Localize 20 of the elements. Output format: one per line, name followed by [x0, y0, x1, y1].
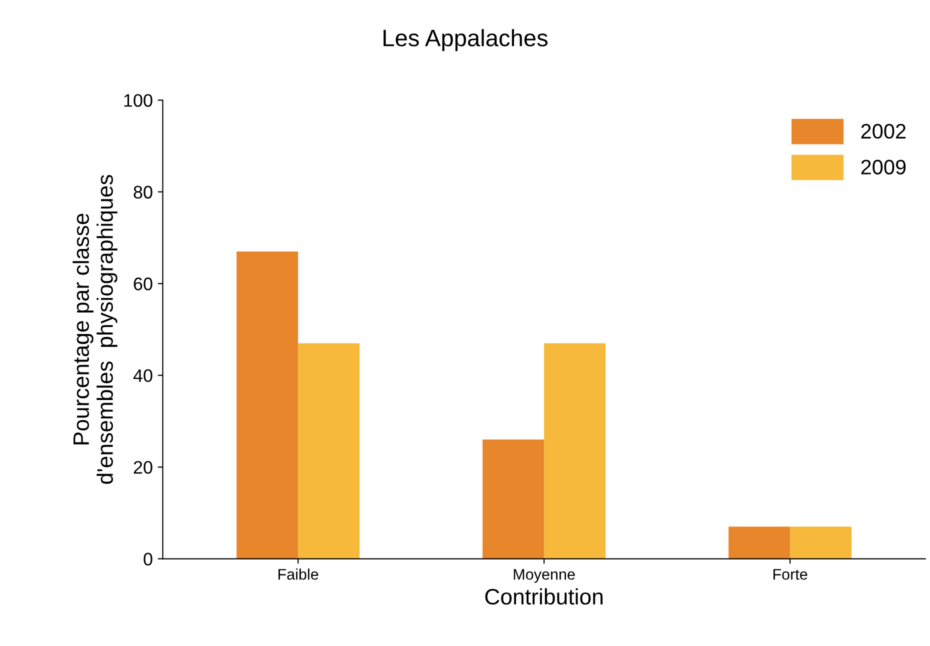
- y-tick-label: 0: [144, 552, 152, 566]
- bar: [544, 343, 606, 559]
- y-tick-label: 100: [124, 94, 152, 107]
- y-axis-title: Pourcentage par classe d'ensembles physiographiques: [72, 174, 118, 484]
- bar: [728, 526, 790, 559]
- legend-label: 2009: [861, 160, 906, 174]
- x-tick-label: Moyenne: [514, 569, 575, 583]
- y-tick-label: 40: [133, 369, 152, 382]
- y-tick-label: 60: [134, 278, 152, 290]
- bar: [236, 251, 298, 559]
- bar: [790, 526, 852, 559]
- x-tick-label: Faible: [278, 568, 318, 580]
- bar: [298, 343, 360, 559]
- x-tick-label: Forte: [773, 569, 808, 580]
- x-axis-title: Contribution: [485, 588, 603, 605]
- y-tick-label: 80: [134, 186, 152, 199]
- legend-label: 2002: [861, 124, 906, 139]
- chart-title: Les Appalaches: [384, 29, 548, 52]
- y-tick-label: 20: [134, 460, 152, 474]
- bar: [482, 440, 544, 559]
